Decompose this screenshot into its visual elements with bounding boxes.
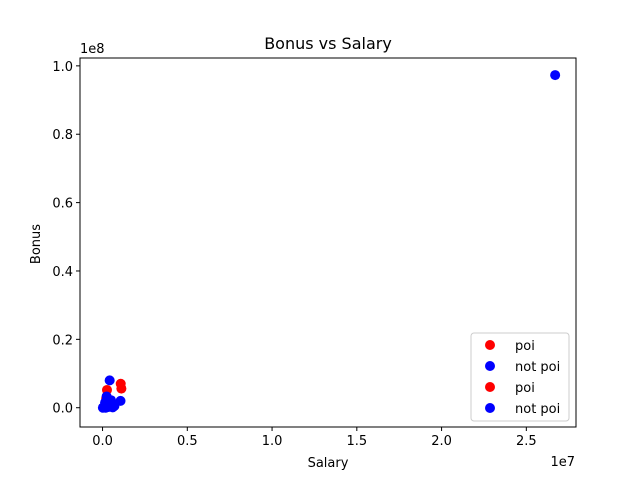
legend-box [470, 332, 570, 422]
x-tick-label-2: 1.0 [262, 434, 283, 449]
x-tick-label-4: 2.0 [431, 434, 452, 449]
legend-marker-3 [485, 403, 495, 413]
legend-marker-2 [485, 382, 495, 392]
legend-label-3: not poi [515, 402, 560, 417]
x-axis-label: Salary [308, 456, 349, 471]
plot-area: 0.0 0.5 1.0 1.5 2.0 2.5 0.0 0.2 0.4 0.6 0.8 1.0 [52, 60, 561, 449]
plot-frame [79, 57, 577, 428]
chart-title: Bonus vs Salary [264, 34, 392, 53]
y-offset-label: 1e8 [80, 42, 105, 57]
legend: poi not poi poi not poi [470, 332, 570, 422]
y-tick-label-4: 0.8 [52, 128, 73, 143]
point-poi-1 [116, 383, 127, 394]
y-tick-label-0: 0.0 [52, 402, 73, 417]
legend-label-0: poi [515, 339, 535, 354]
y-axis-label: Bonus [29, 224, 44, 264]
point-not-poi-17 [104, 398, 115, 409]
legend-marker-1 [485, 361, 495, 371]
x-offset-label: 1e7 [550, 455, 575, 470]
x-tick-label-0: 0.0 [92, 434, 113, 449]
legend-label-2: poi [515, 381, 535, 396]
x-tick-label-5: 2.5 [516, 434, 537, 449]
legend-marker-0 [485, 340, 495, 350]
x-tick-label-3: 1.5 [346, 434, 367, 449]
y-tick-label-5: 1.0 [52, 60, 73, 75]
point-not-poi-0 [550, 70, 561, 81]
y-tick-label-3: 0.6 [52, 197, 73, 212]
x-tick-label-1: 0.5 [177, 434, 198, 449]
y-tick-label-2: 0.4 [52, 265, 73, 280]
legend-label-1: not poi [515, 360, 560, 375]
point-not-poi-1 [104, 375, 115, 386]
y-tick-label-1: 0.2 [52, 333, 73, 348]
